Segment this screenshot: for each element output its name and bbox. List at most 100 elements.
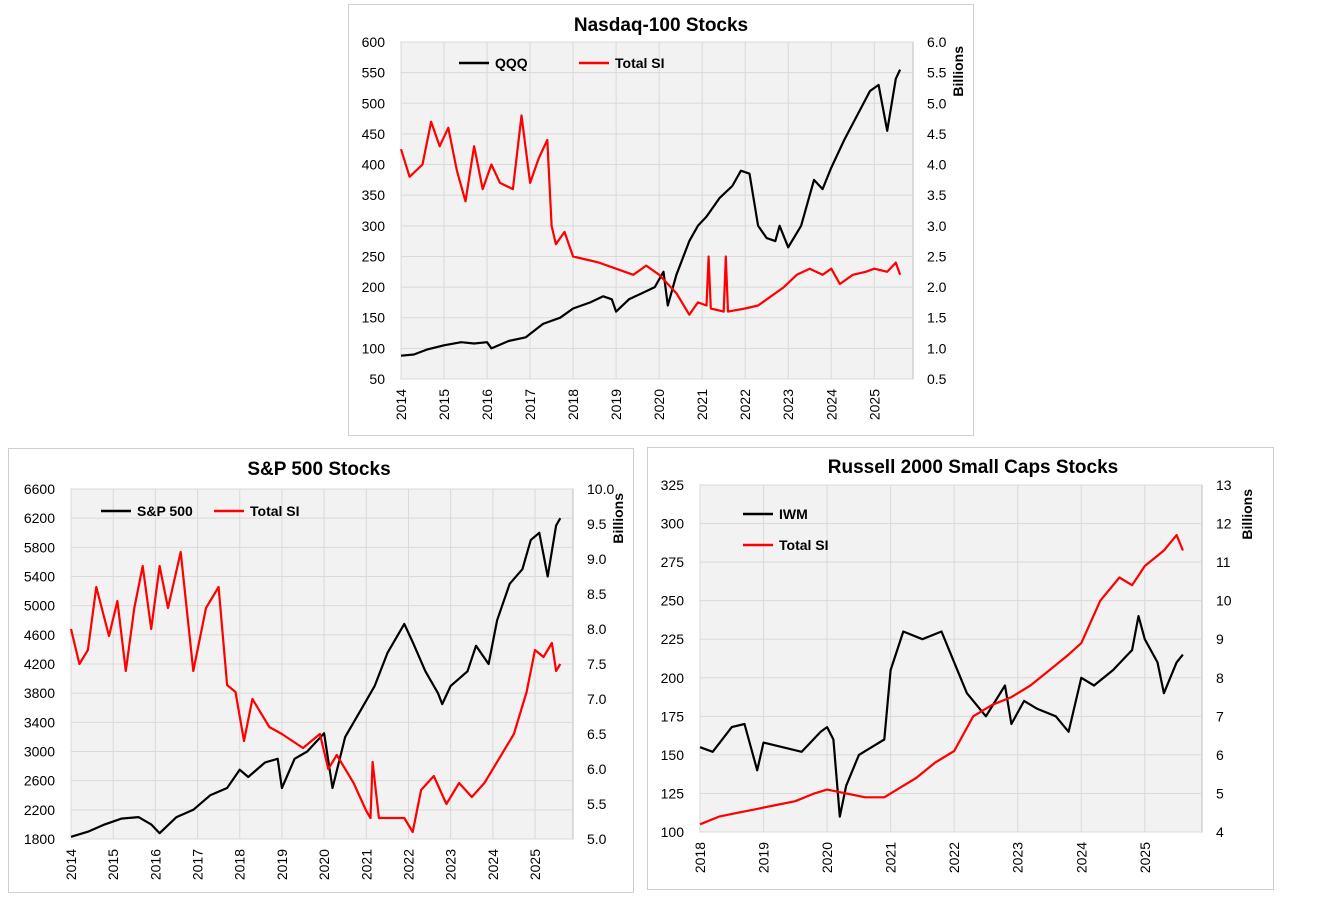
y-tick-label: 150 [362,310,386,326]
y-tick-label: 325 [661,477,685,493]
y-tick-label: 500 [362,95,386,111]
total-si-series-line [699,533,1184,826]
plot-area [699,484,1203,833]
legend-label: Total SI [779,537,829,553]
y-tick-label: 250 [661,593,685,609]
x-tick-label: 2015 [436,389,452,420]
y-tick-label: 3000 [24,744,55,760]
y2-tick-label: 8.0 [587,621,607,637]
nasdaq-chart-panel: Nasdaq-100 Stocks 50 100 150 200 250 300 350 40… [348,4,974,436]
y-tick-label: 200 [362,279,386,295]
y-tick-label: 550 [362,65,386,81]
y-tick-label: 450 [362,126,386,142]
x-tick-label: 2021 [358,849,374,880]
total-si-series-line [399,114,902,316]
x-tick-label: 2019 [756,842,772,873]
y-tick-label: 200 [661,670,685,686]
x-tick-label: 2021 [883,842,899,873]
x-tick-label: 2024 [1073,842,1089,873]
y2-tick-label: 6.0 [927,34,947,50]
y-tick-label: 3800 [24,685,55,701]
sp500-chart-panel: S&P 500 Stocks 1800 2200 2600 3000 3400 3800 4… [8,448,634,893]
y-tick-label: 600 [362,34,386,50]
price-series-line [400,69,902,357]
x-tick-label: 2022 [737,389,753,420]
y-tick-label: 2200 [24,802,55,818]
y2-tick-label: 7 [1216,708,1224,724]
y-tick-label: 150 [661,747,685,763]
price-series-line [70,517,562,838]
y-tick-label: 300 [362,218,386,234]
y2-tick-label: 13 [1216,477,1232,493]
y2-tick-label: 8 [1216,670,1224,686]
legend-label: Total SI [250,503,300,519]
x-tick-label: 2014 [63,849,79,880]
x-tick-label: 2025 [1137,842,1153,873]
x-tick-label: 2025 [866,389,882,420]
x-tick-label: 2016 [147,849,163,880]
x-tick-label: 2017 [522,389,538,420]
russell-chart: Russell 2000 Small Caps Stocks 100125150… [661,457,1255,873]
y2-tick-label: 3.0 [927,218,947,234]
y2-tick-label: 9.0 [587,551,607,567]
y2-tick-label: 6.5 [587,726,607,742]
x-tick-label: 2016 [479,389,495,420]
x-tick-label: 2024 [485,849,501,880]
y-tick-label: 100 [661,824,685,840]
x-tick-label: 2023 [443,849,459,880]
x-tick-label: 2014 [393,389,409,420]
x-tick-label: 2018 [565,389,581,420]
y2-tick-label: 3.5 [927,187,947,203]
chart-title: Nasdaq-100 Stocks [574,15,748,36]
chart-title: S&P 500 Stocks [247,459,390,480]
y2-tick-label: 4.0 [927,157,947,173]
legend-label: S&P 500 [137,503,193,519]
y-tick-label: 100 [362,340,386,356]
x-tick-label: 2019 [274,849,290,880]
y-tick-label: 300 [661,516,685,532]
x-tick-label: 2020 [316,849,332,880]
legend-label: IWM [779,506,808,522]
legend-label: QQQ [495,55,528,71]
y2-tick-label: 5.5 [587,796,607,812]
y-tick-label: 5000 [24,598,55,614]
y2-tick-label: 8.5 [587,586,607,602]
y-tick-label: 2600 [24,773,55,789]
russell-chart-panel: Russell 2000 Small Caps Stocks 100 125 150… [647,447,1274,890]
y-tick-label: 250 [362,248,386,264]
x-tick-label: 2023 [1010,842,1026,873]
y2-tick-label: 1.0 [927,340,947,356]
y2-tick-label: 2.0 [927,279,947,295]
y-tick-label: 350 [362,187,386,203]
x-tick-label: 2020 [819,842,835,873]
y-tick-label: 125 [661,785,685,801]
y-tick-label: 6200 [24,510,55,526]
x-tick-label: 2025 [527,849,543,880]
plot-area [400,41,914,380]
y2-tick-label: 10.0 [587,481,614,497]
x-tick-label: 2019 [608,389,624,420]
y2-tick-label: 5.0 [587,831,607,847]
y-tick-label: 5800 [24,539,55,555]
y2-tick-label: 5.0 [927,95,947,111]
y2-tick-label: 5 [1216,785,1224,801]
y2-tick-label: 6 [1216,747,1224,763]
y-tick-label: 4600 [24,627,55,643]
y-tick-label: 4200 [24,656,55,672]
x-tick-label: 2018 [232,849,248,880]
x-tick-label: 2022 [400,849,416,880]
y2-tick-label: 2.5 [927,248,947,264]
x-tick-label: 2022 [946,842,962,873]
price-series-line [699,615,1184,818]
y-tick-label: 175 [661,708,685,724]
x-tick-label: 2020 [651,389,667,420]
sp500-chart: S&P 500 Stocks 1800 2200 2600 3000 3400 3800 4… [24,459,626,880]
y-tick-label: 6600 [24,481,55,497]
y2-tick-label: 11 [1216,554,1231,570]
y2-tick-label: 10 [1216,593,1232,609]
y2-tick-label: 9.5 [587,516,607,532]
y2-tick-label: 7.0 [587,691,607,707]
y2-axis-label: Billions [950,46,966,97]
y-tick-label: 50 [369,371,385,387]
y2-tick-label: 0.5 [927,371,947,387]
